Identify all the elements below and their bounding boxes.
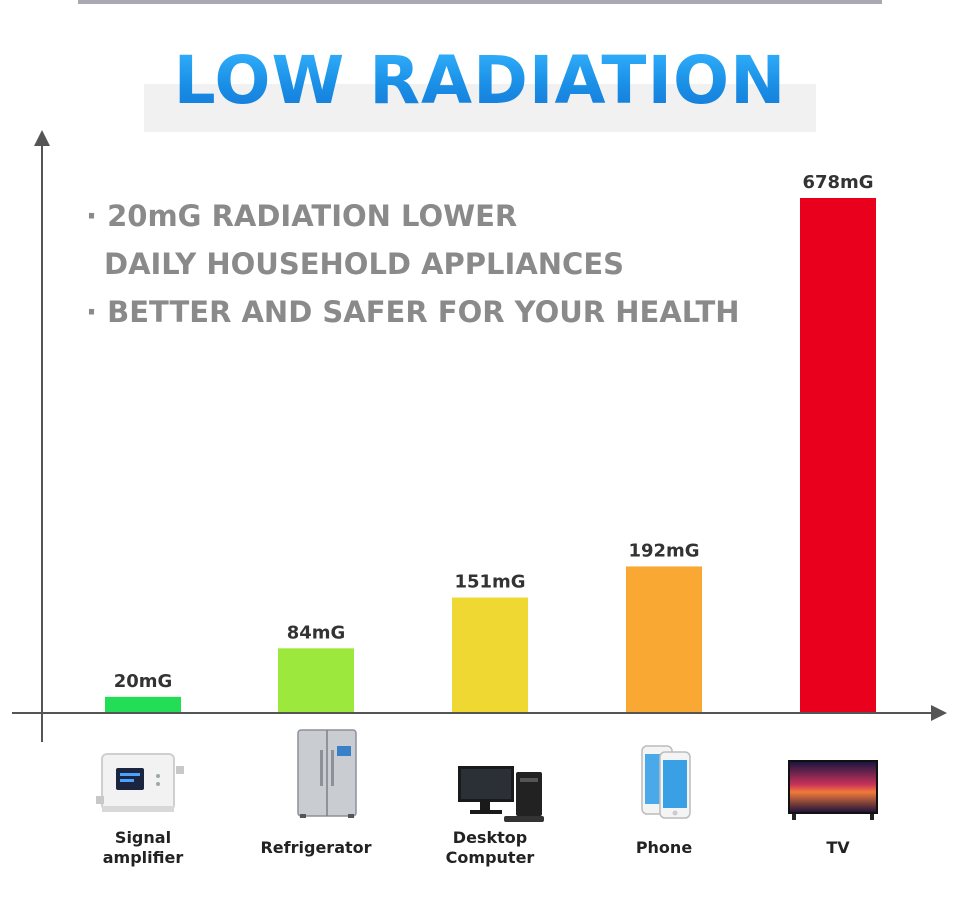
signal-amplifier-icon: [96, 753, 184, 812]
top-rule: [78, 0, 882, 4]
data-label-4: 678mG: [802, 172, 873, 193]
bar-0: [105, 696, 181, 712]
note-line-2: DAILY HOUSEHOLD APPLIANCES: [104, 247, 625, 281]
bar-4: [800, 198, 876, 712]
data-label-3: 192mG: [628, 540, 699, 561]
y-axis-arrow: [34, 130, 50, 146]
bar-2: [452, 597, 528, 712]
tv-icon: [788, 760, 878, 820]
phone-icon: [641, 745, 691, 819]
data-label-1: 84mG: [287, 622, 346, 643]
note-line-3: · BETTER AND SAFER FOR YOUR HEALTH: [86, 295, 740, 329]
bar-1: [278, 648, 354, 712]
category-label-3: Phone: [635, 838, 693, 857]
data-label-0: 20mG: [114, 671, 173, 692]
x-axis-arrow: [931, 705, 947, 721]
bar-3: [626, 566, 702, 712]
desktop-computer-icon: [458, 766, 544, 822]
note-line-1: · 20mG RADIATION LOWER: [86, 199, 518, 233]
category-label-1: Refrigerator: [260, 838, 372, 857]
data-label-2: 151mG: [454, 572, 525, 593]
refrigerator-icon: [297, 729, 357, 818]
title-band: [144, 84, 816, 132]
notes: · 20mG RADIATION LOWER DAILY HOUSEHOLD A…: [86, 192, 740, 336]
category-label-4: TV: [826, 838, 850, 857]
category-label-0: Signal amplifier: [102, 828, 184, 867]
category-label-2: Desktop Computer: [445, 828, 535, 867]
page-title: LOW RADIATION: [0, 42, 960, 119]
